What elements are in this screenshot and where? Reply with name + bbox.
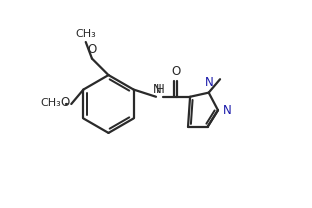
Text: N: N <box>205 76 214 89</box>
Text: N: N <box>223 104 232 117</box>
Text: N: N <box>153 83 161 96</box>
Text: H: H <box>156 83 164 96</box>
Text: O: O <box>60 97 69 109</box>
Text: CH₃: CH₃ <box>40 98 61 108</box>
Text: O: O <box>87 43 97 57</box>
Text: O: O <box>171 65 180 78</box>
Text: CH₃: CH₃ <box>76 29 96 39</box>
